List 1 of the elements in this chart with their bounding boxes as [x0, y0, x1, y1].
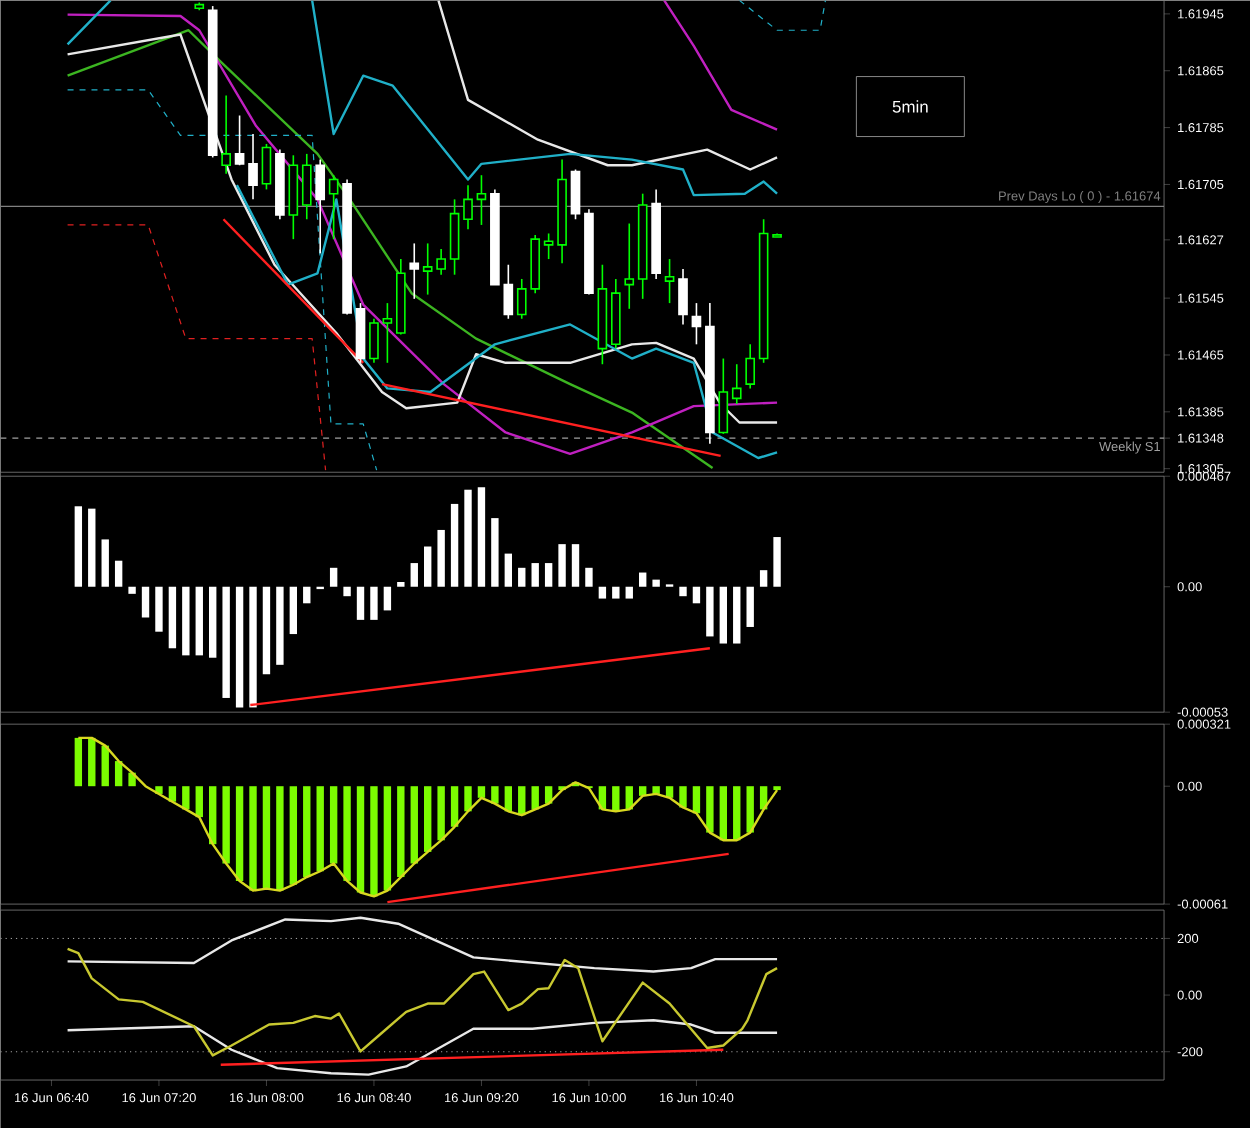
annotation: 5min [892, 100, 928, 113]
